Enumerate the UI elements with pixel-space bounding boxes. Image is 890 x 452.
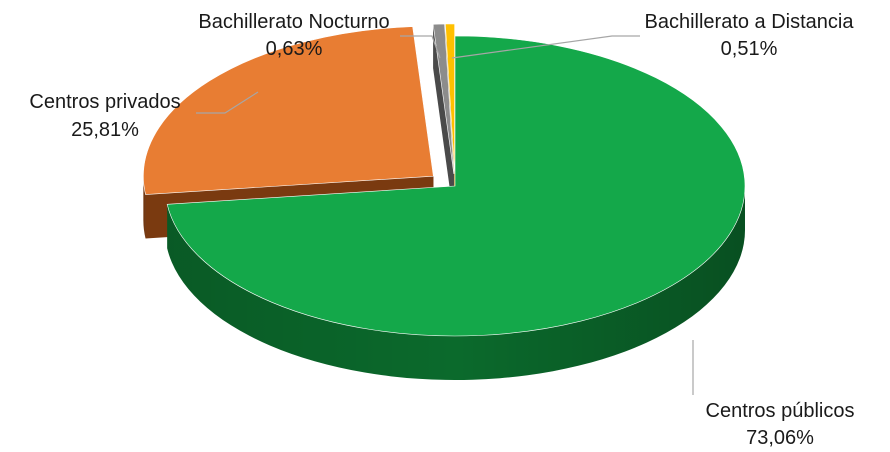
label-name-publicos: Centros públicos	[706, 400, 855, 422]
leader-distancia	[451, 35, 640, 59]
pie-slices	[143, 23, 746, 380]
slice-nocturno	[432, 23, 455, 218]
slice-top-publicos	[166, 35, 746, 337]
slice-side-shade-privados	[143, 176, 146, 239]
label-value-nocturno: 0,63%	[266, 38, 323, 60]
leader-lines	[196, 35, 694, 395]
leader-privados	[196, 91, 259, 114]
slice-side-shade-publicos	[167, 186, 745, 380]
label-value-distancia: 0,51%	[721, 38, 778, 60]
slice-cut-nocturno	[433, 24, 454, 218]
slice-publicos	[166, 35, 746, 380]
leader-nocturno	[400, 35, 441, 59]
label-value-publicos: 73,06%	[746, 427, 814, 449]
label-value-privados: 25,81%	[71, 119, 139, 141]
slice-top-nocturno	[432, 23, 455, 174]
label-name-distancia: Bachillerato a Distancia	[645, 11, 855, 33]
label-name-privados: Centros privados	[29, 91, 180, 113]
slice-top-distancia	[445, 23, 455, 174]
label-name-nocturno: Bachillerato Nocturno	[198, 11, 389, 33]
slice-top-privados	[143, 26, 434, 195]
